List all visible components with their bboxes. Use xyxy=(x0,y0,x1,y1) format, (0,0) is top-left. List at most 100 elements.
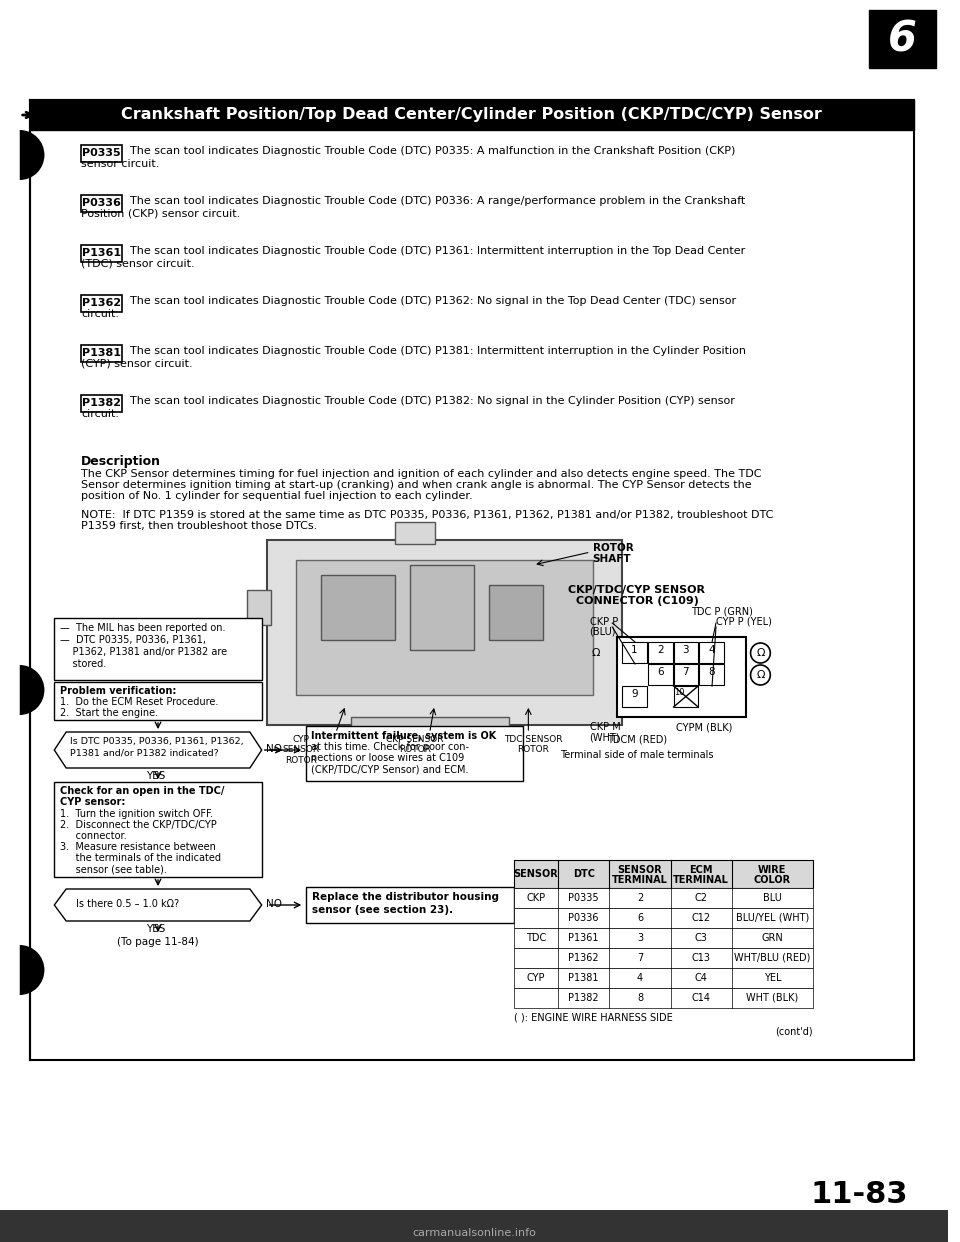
Bar xyxy=(81,195,123,212)
Text: WHT/BLU (RED): WHT/BLU (RED) xyxy=(734,953,810,963)
Bar xyxy=(55,619,262,681)
Text: The scan tool indicates Diagnostic Trouble Code (DTC) P1361: Intermittent interr: The scan tool indicates Diagnostic Troub… xyxy=(131,246,746,256)
Bar xyxy=(622,686,647,707)
Wedge shape xyxy=(20,945,44,995)
Text: P1381: P1381 xyxy=(83,349,121,359)
Bar xyxy=(514,987,813,1009)
Text: YEL: YEL xyxy=(763,972,781,982)
Text: carmanualsonline.info: carmanualsonline.info xyxy=(412,1228,536,1238)
Text: P1362: P1362 xyxy=(83,298,121,308)
Bar xyxy=(0,1210,948,1242)
Text: C4: C4 xyxy=(695,972,708,982)
Text: (BLU): (BLU) xyxy=(589,627,616,637)
Text: 4: 4 xyxy=(636,972,643,982)
Text: Position (CKP) sensor circuit.: Position (CKP) sensor circuit. xyxy=(81,209,240,219)
Text: connector.: connector. xyxy=(60,831,127,841)
Bar xyxy=(674,686,698,707)
Text: CKP M: CKP M xyxy=(589,722,620,732)
Text: nections or loose wires at C109: nections or loose wires at C109 xyxy=(311,753,465,763)
Text: NO: NO xyxy=(266,899,281,909)
Text: Ω: Ω xyxy=(591,648,600,658)
Text: 6: 6 xyxy=(888,17,917,60)
Text: BLU/YEL (WHT): BLU/YEL (WHT) xyxy=(735,913,809,923)
Bar xyxy=(306,727,523,781)
Text: 1.  Turn the ignition switch OFF.: 1. Turn the ignition switch OFF. xyxy=(60,809,213,818)
Text: P0335: P0335 xyxy=(568,893,599,903)
Text: The scan tool indicates Diagnostic Trouble Code (DTC) P1362: No signal in the To: The scan tool indicates Diagnostic Troub… xyxy=(131,296,736,306)
Wedge shape xyxy=(20,130,44,180)
Text: 10: 10 xyxy=(675,688,685,697)
Text: Description: Description xyxy=(81,455,161,468)
Polygon shape xyxy=(55,732,262,768)
Text: YES: YES xyxy=(146,771,165,781)
Text: P1362: P1362 xyxy=(568,953,599,963)
Text: The scan tool indicates Diagnostic Trouble Code (DTC) P1382: No signal in the Cy: The scan tool indicates Diagnostic Troub… xyxy=(131,396,735,406)
Text: 9: 9 xyxy=(632,689,637,699)
Text: (CKP/TDC/CYP Sensor) and ECM.: (CKP/TDC/CYP Sensor) and ECM. xyxy=(311,764,468,774)
Polygon shape xyxy=(55,889,262,922)
Text: 7: 7 xyxy=(636,953,643,963)
Text: NO: NO xyxy=(266,744,281,754)
Text: sensor (see section 23).: sensor (see section 23). xyxy=(312,905,453,915)
Bar xyxy=(321,575,395,640)
Text: sensor (see table).: sensor (see table). xyxy=(60,864,167,874)
Bar xyxy=(395,522,435,544)
Text: COLOR: COLOR xyxy=(754,876,791,886)
Bar xyxy=(674,664,698,686)
Text: The scan tool indicates Diagnostic Trouble Code (DTC) P0335: A malfunction in th: The scan tool indicates Diagnostic Troub… xyxy=(131,147,735,156)
Text: 2.  Disconnect the CKP/TDC/CYP: 2. Disconnect the CKP/TDC/CYP xyxy=(60,820,217,830)
Text: C13: C13 xyxy=(692,953,710,963)
Text: C14: C14 xyxy=(692,994,710,1004)
Text: CONNECTOR (C109): CONNECTOR (C109) xyxy=(576,596,699,606)
Text: P1362, P1381 and/or P1382 are: P1362, P1381 and/or P1382 are xyxy=(60,647,228,657)
Text: C2: C2 xyxy=(695,893,708,903)
Text: 6: 6 xyxy=(636,913,643,923)
Text: P1382: P1382 xyxy=(568,994,599,1004)
Text: Intermittent failure, system is OK: Intermittent failure, system is OK xyxy=(311,732,496,741)
Text: 3.  Measure resistance between: 3. Measure resistance between xyxy=(60,842,216,852)
Text: stored.: stored. xyxy=(60,660,107,669)
Text: Crankshaft Position/Top Dead Center/Cylinder Position (CKP/TDC/CYP) Sensor: Crankshaft Position/Top Dead Center/Cyli… xyxy=(121,108,822,123)
Text: the terminals of the indicated: the terminals of the indicated xyxy=(60,853,221,863)
Bar xyxy=(55,682,262,720)
Bar xyxy=(648,664,673,686)
Text: CKP SENSOR
ROTOR: CKP SENSOR ROTOR xyxy=(386,735,444,754)
Bar xyxy=(306,887,514,923)
Bar xyxy=(514,928,813,948)
Bar xyxy=(648,642,673,663)
Text: SENSOR: SENSOR xyxy=(617,864,662,876)
Text: sensor circuit.: sensor circuit. xyxy=(81,159,159,169)
Bar xyxy=(267,540,622,725)
Bar xyxy=(297,560,592,696)
Bar xyxy=(514,908,813,928)
Text: P1359 first, then troubleshoot those DTCs.: P1359 first, then troubleshoot those DTC… xyxy=(81,520,317,532)
Bar xyxy=(699,664,724,686)
Text: The scan tool indicates Diagnostic Trouble Code (DTC) P0336: A range/performance: The scan tool indicates Diagnostic Troub… xyxy=(131,196,746,206)
Text: 11-83: 11-83 xyxy=(810,1180,908,1208)
Text: BLU: BLU xyxy=(763,893,781,903)
Text: P0335: P0335 xyxy=(83,149,121,159)
Text: SENSOR: SENSOR xyxy=(514,869,558,879)
Text: CYP: CYP xyxy=(526,972,545,982)
Text: Ω: Ω xyxy=(756,669,765,681)
Bar xyxy=(489,585,543,640)
Text: at this time. Check for poor con-: at this time. Check for poor con- xyxy=(311,741,469,751)
Text: 8: 8 xyxy=(708,667,715,677)
Text: CYP sensor:: CYP sensor: xyxy=(60,797,126,807)
Text: WHT (BLK): WHT (BLK) xyxy=(746,994,799,1004)
Text: The CKP Sensor determines timing for fuel injection and ignition of each cylinde: The CKP Sensor determines timing for fue… xyxy=(81,469,761,479)
Text: DTC: DTC xyxy=(573,869,594,879)
Text: CYPM (BLK): CYPM (BLK) xyxy=(677,722,732,732)
Bar xyxy=(81,145,123,161)
Bar xyxy=(81,245,123,262)
Text: 6: 6 xyxy=(657,667,663,677)
Text: CKP/TDC/CYP SENSOR: CKP/TDC/CYP SENSOR xyxy=(568,585,706,595)
Text: CYP
SENSOR
ROTOR: CYP SENSOR ROTOR xyxy=(282,735,320,765)
Text: TERMINAL: TERMINAL xyxy=(612,876,668,886)
Bar xyxy=(81,345,123,361)
Text: (cont'd): (cont'd) xyxy=(775,1027,813,1037)
Text: TDCM (RED): TDCM (RED) xyxy=(607,735,667,745)
Text: P0336: P0336 xyxy=(568,913,599,923)
Text: P1381 and/or P1382 indicated?: P1381 and/or P1382 indicated? xyxy=(70,749,219,758)
Text: 4: 4 xyxy=(708,645,715,655)
